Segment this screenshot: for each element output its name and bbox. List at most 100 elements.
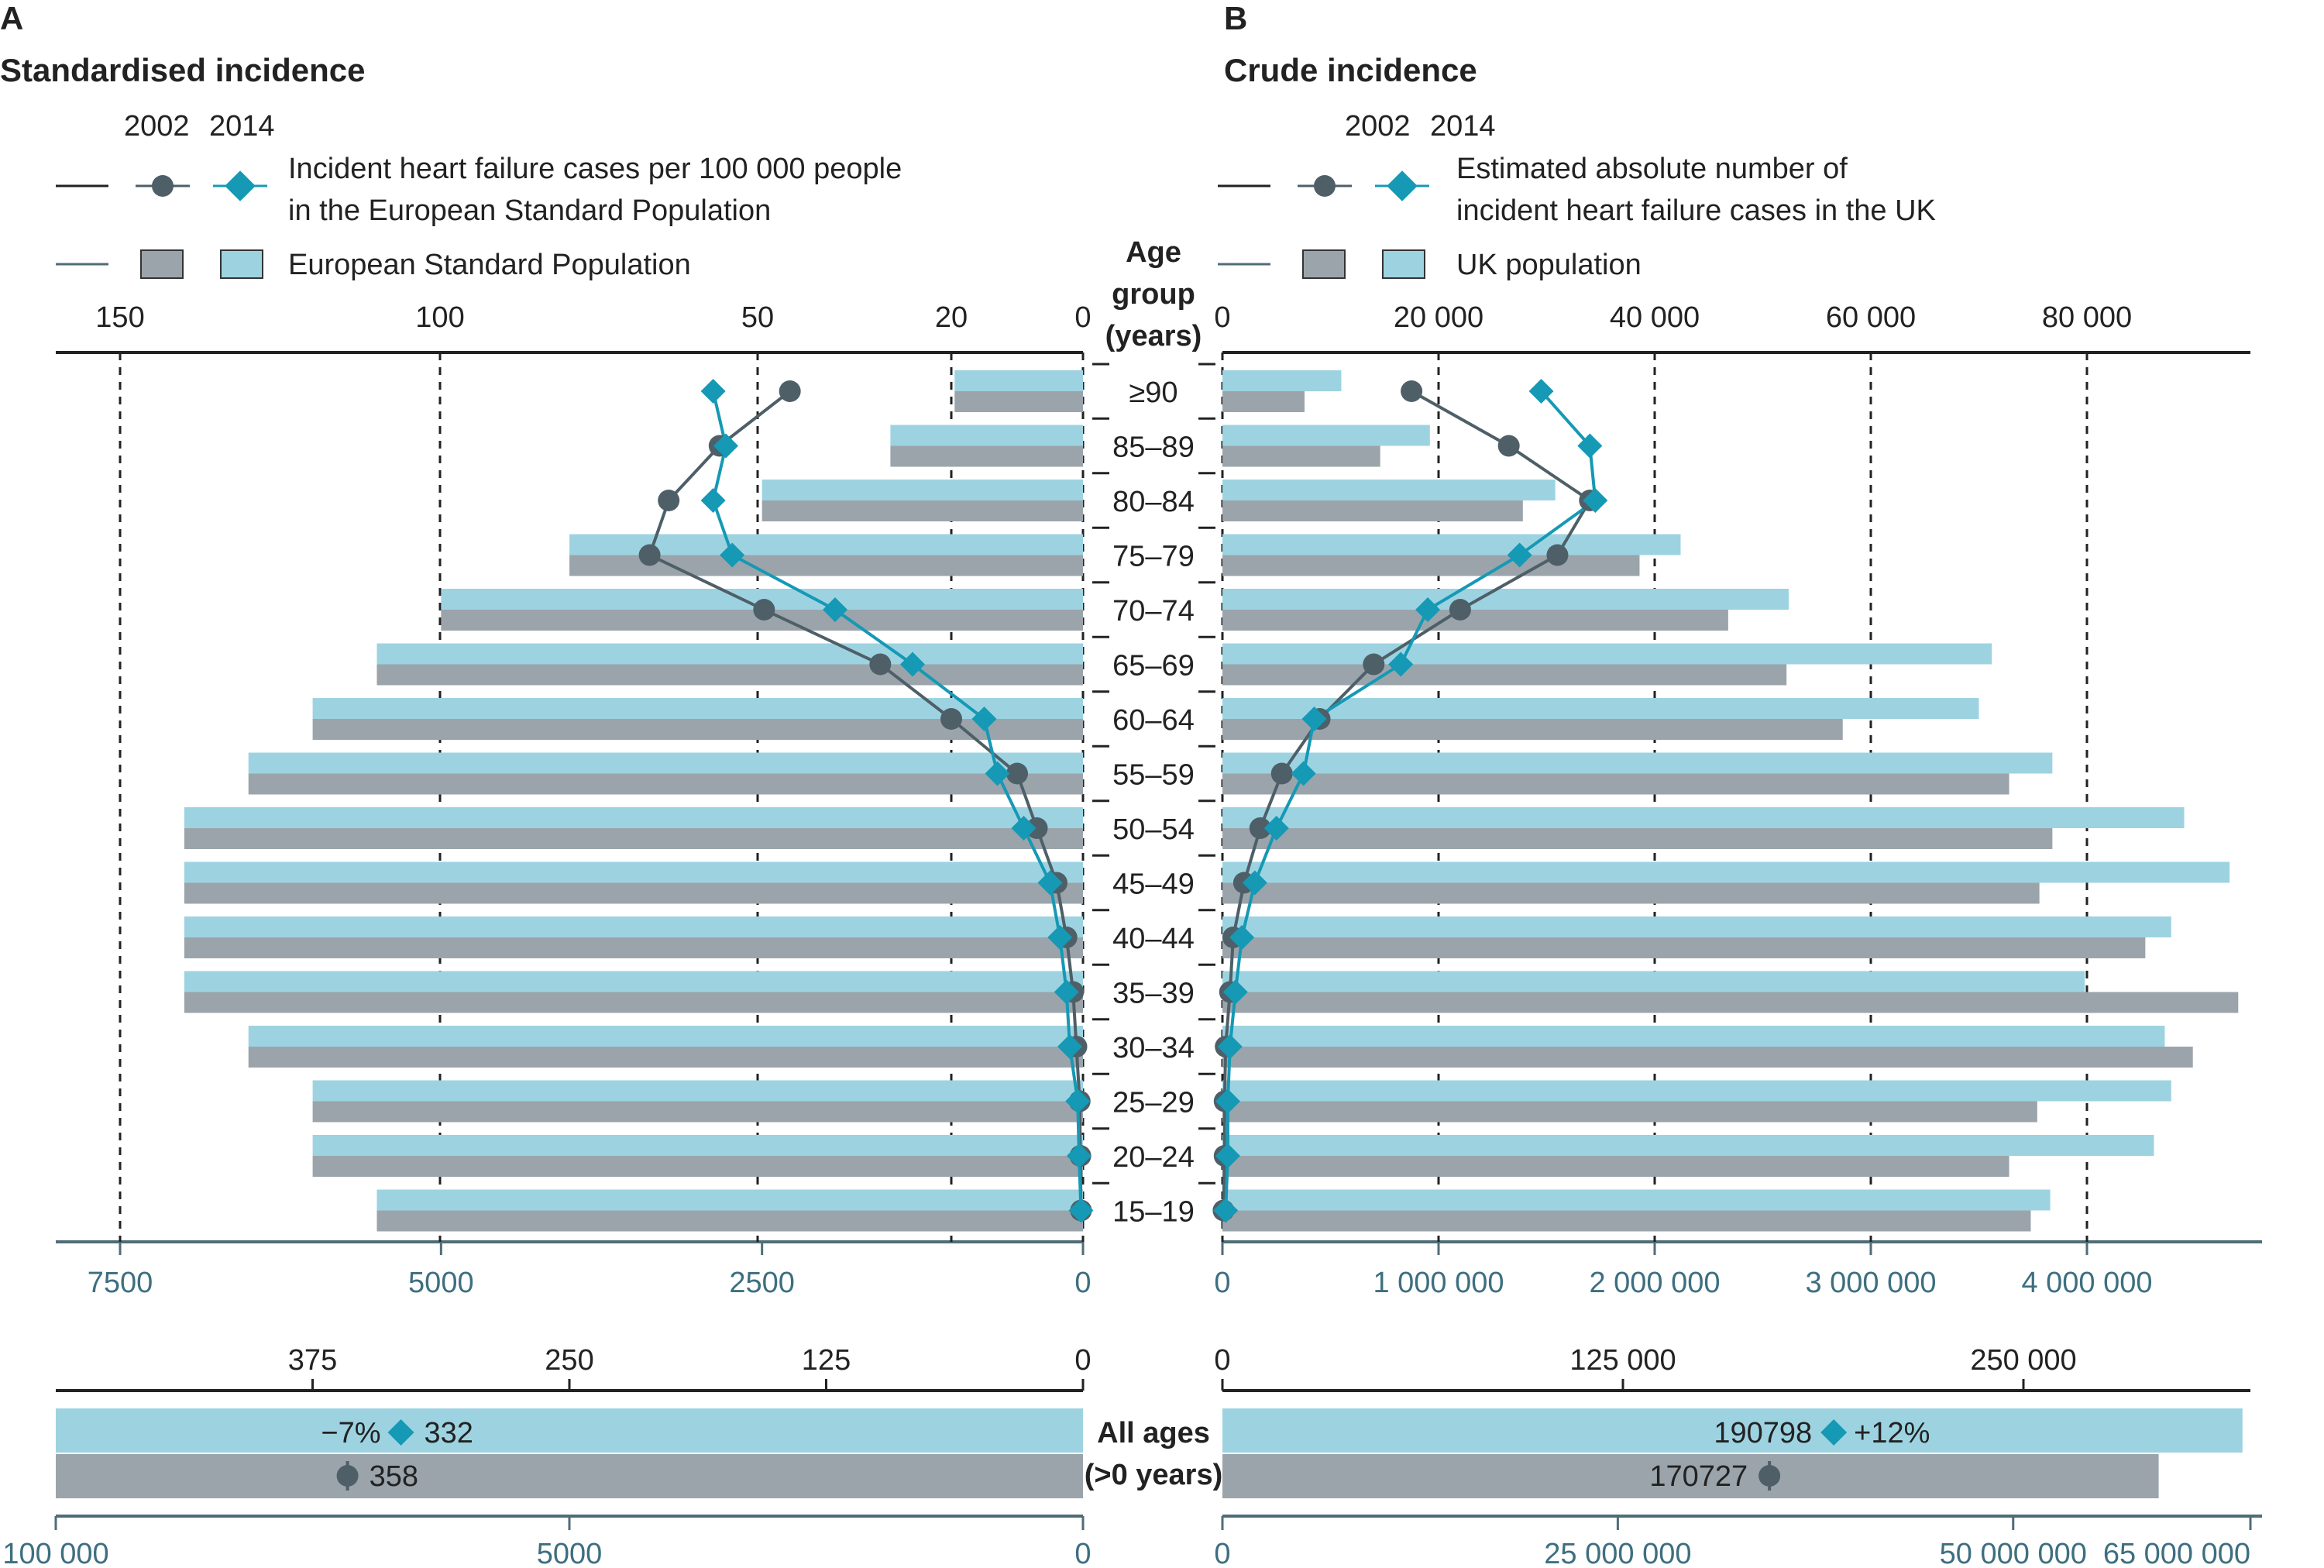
point-a-all-2002 [336, 1465, 359, 1487]
bar-a-2014 [890, 425, 1083, 446]
legend-a-bars [56, 249, 263, 279]
bar-a-2014 [954, 370, 1083, 391]
point-b-2014 [1222, 979, 1248, 1005]
axis-a-all-bottom-tick-label: 100 000 [2, 1538, 108, 1568]
bar-b-2014 [1222, 971, 2085, 992]
point-b-2014 [1507, 542, 1532, 568]
bar-a-2002 [376, 664, 1083, 686]
age-group-label: ≥90 [1129, 377, 1177, 409]
bar-b-2002 [1222, 610, 1728, 631]
point-b-2014 [1528, 379, 1554, 404]
point-b-2002 [1249, 817, 1271, 839]
bar-b-2014 [1222, 370, 1342, 391]
point-b-all-2002 [1758, 1465, 1781, 1487]
bar-b-2002 [1222, 445, 1380, 467]
bar-b-2002 [1222, 992, 2239, 1013]
point-a-2002 [753, 599, 775, 621]
axis-b-top-tick-label: 0 [1214, 301, 1230, 334]
bar-a-all-2002 [56, 1454, 1083, 1498]
axis-b-all-bottom-tick-label: 50 000 000 [1940, 1538, 2087, 1568]
bar-b-all-2014 [1222, 1408, 2243, 1453]
point-b-2014 [1291, 761, 1316, 786]
point-a-2002 [1006, 762, 1028, 785]
point-b-2014 [1415, 597, 1441, 622]
label-a-all-2002: 358 [370, 1460, 418, 1493]
axis-a-all-top-tick-label: 0 [1074, 1344, 1091, 1377]
point-a-2014 [1037, 870, 1063, 896]
bar-b-2002 [1222, 555, 1640, 576]
bar-a-2014 [312, 1080, 1084, 1102]
bar-a-2002 [184, 828, 1083, 849]
legend-b-line-2014 [1375, 170, 1429, 201]
point-b-2014 [1242, 870, 1267, 896]
axis-b-all-top-tick-label: 125 000 [1569, 1344, 1676, 1377]
axis-b-all-bottom-tick-label: 25 000 000 [1544, 1538, 1691, 1568]
bar-a-2002 [376, 1210, 1083, 1232]
bar-a-2002 [184, 882, 1083, 904]
point-b-2002 [1449, 599, 1471, 621]
bar-b-2002 [1222, 882, 2040, 904]
point-b-2014 [1388, 652, 1414, 677]
point-a-2002 [1026, 817, 1048, 839]
axis-b-bottom-tick-label: 2 000 000 [1589, 1267, 1720, 1299]
line-a-2014 [711, 390, 1083, 1211]
bar-b-2014 [1222, 589, 1789, 610]
age-group-label: 65–69 [1112, 650, 1195, 683]
point-a-2014 [713, 433, 738, 459]
bar-b-2002 [1222, 664, 1787, 686]
axis-a-bottom-tick-label: 7500 [88, 1267, 153, 1299]
point-a-2014 [720, 542, 745, 568]
axis-a-top-tick-label: 20 [935, 301, 968, 334]
bar-a-2014 [184, 971, 1083, 992]
bar-a-2002 [312, 719, 1084, 740]
age-group-label: 85–89 [1112, 432, 1195, 464]
bar-a-2002 [761, 500, 1083, 521]
axis-a-top-tick-label: 0 [1074, 301, 1091, 334]
point-b-2014 [1213, 1198, 1239, 1223]
legend-a-year-2002: 2002 [124, 110, 190, 143]
bar-a-2014 [761, 480, 1083, 500]
age-group-label: 75–79 [1112, 541, 1195, 573]
point-a-2002 [869, 653, 892, 676]
axis-b-all-top-tick-label: 250 000 [1970, 1344, 2076, 1377]
bar-a-2002 [184, 992, 1083, 1013]
bar-b-all-2002 [1222, 1454, 2159, 1498]
point-b-2014 [1263, 816, 1289, 841]
bar-b-2014 [1222, 752, 2053, 774]
axis-b-bottom-tick-label: 0 [1214, 1267, 1230, 1299]
bar-a-2002 [312, 1156, 1084, 1177]
point-b-2002 [1270, 762, 1293, 785]
age-group-label: 70–74 [1112, 595, 1195, 628]
bar-a-2002 [248, 773, 1083, 795]
point-b-2002 [1401, 380, 1423, 402]
point-a-2014 [1047, 925, 1073, 950]
point-a-2014 [971, 707, 997, 731]
point-a-2014 [1068, 1198, 1094, 1223]
age-group-label: 80–84 [1112, 486, 1195, 518]
axis-a-all-top-tick-label: 125 [802, 1344, 851, 1377]
bar-b-2002 [1222, 1101, 2037, 1123]
bar-b-2014 [1222, 1080, 2171, 1102]
bar-b-2002 [1222, 937, 2146, 958]
point-a-2002 [658, 490, 680, 511]
bar-a-2014 [312, 1135, 1084, 1156]
legend-b-year-2014: 2014 [1430, 110, 1496, 143]
label-b-all-2002: 170727 [1649, 1460, 1748, 1493]
bar-a-2002 [248, 1047, 1083, 1068]
label-b-all-change: +12% [1854, 1417, 1930, 1449]
axis-a-top-tick-label: 100 [415, 301, 464, 334]
legend-b-line-label-2: incident heart failure cases in the UK [1456, 194, 1936, 227]
legend-a-line-2014 [213, 170, 267, 201]
legend-b-bars [1218, 249, 1425, 279]
point-a-2002 [940, 708, 962, 730]
bar-b-2014 [1222, 480, 1556, 500]
bar-b-2014 [1222, 1135, 2154, 1156]
bar-b-2014 [1222, 425, 1430, 446]
label-b-all-2014: 190798 [1714, 1417, 1812, 1449]
axis-b-bottom-tick-label: 1 000 000 [1373, 1267, 1504, 1299]
bar-b-2002 [1222, 828, 2053, 849]
age-group-label: 15–19 [1112, 1196, 1195, 1229]
bar-a-2014 [184, 807, 1083, 828]
point-a-all-2014 [387, 1419, 414, 1446]
